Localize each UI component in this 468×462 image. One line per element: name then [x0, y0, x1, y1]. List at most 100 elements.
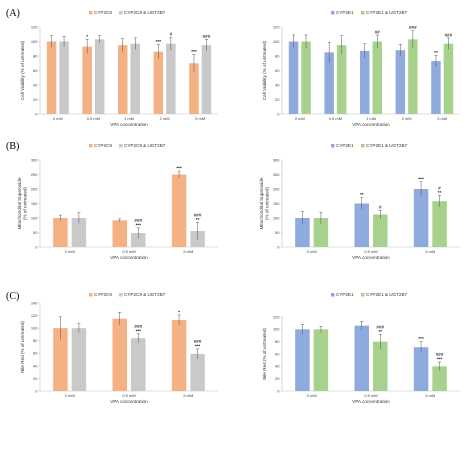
bar: [153, 51, 164, 114]
bar: [288, 41, 299, 114]
y-tick-label: 60: [33, 351, 38, 356]
bar: [53, 328, 68, 391]
significance-marker: ***: [136, 328, 142, 333]
y-tick-label: 40: [33, 363, 38, 368]
bar: [408, 39, 418, 115]
legend-swatch: [89, 293, 93, 297]
bar: [53, 218, 68, 247]
significance-marker: *: [86, 34, 88, 39]
legend-swatch: [331, 11, 335, 15]
legend-swatch: [331, 144, 335, 148]
y-tick-label: 0: [277, 244, 280, 249]
significance-marker: ###: [134, 324, 142, 329]
significance-marker: ***: [418, 336, 424, 341]
x-tick-label: 0.5 mM: [87, 116, 100, 121]
x-tick-label: 5 mM: [195, 116, 205, 121]
legend-label: CYP2C9: [94, 143, 112, 148]
legend-label: CYP2C9 & UGT2B7: [124, 10, 166, 15]
y-tick-label: 100: [31, 326, 38, 331]
legend-label: CYP2E1: [336, 292, 354, 297]
bar: [94, 39, 105, 115]
bar: [295, 329, 310, 391]
legend-swatch: [361, 144, 365, 148]
x-tick-label: 5 mM: [437, 116, 447, 121]
x-axis-title: VPA concentration: [352, 399, 390, 404]
significance-marker: ***: [136, 222, 142, 227]
y-tick-label: 60: [275, 351, 280, 356]
panel-letter: (B): [6, 141, 19, 152]
y-axis-title: Mitochondrial Superoxide: [17, 177, 22, 229]
legend-swatch: [119, 11, 123, 15]
bar: [431, 61, 441, 114]
y-tick-label: 60: [33, 68, 38, 73]
bar: [112, 220, 127, 247]
significance-marker: ###: [134, 218, 142, 223]
y-axis-title: (% of untreated): [23, 187, 28, 220]
y-tick-label: 120: [273, 24, 280, 29]
y-tick-label: 250: [273, 172, 280, 177]
y-tick-label: 80: [275, 53, 280, 58]
bar: [112, 318, 127, 391]
y-tick-label: 20: [275, 97, 280, 102]
legend-label: CYP2C9 & UGT2B7: [124, 292, 166, 297]
x-tick-label: 0.5 mM: [122, 249, 135, 254]
legend-swatch: [89, 11, 93, 15]
x-tick-label: 0.5 mM: [122, 393, 135, 398]
significance-marker: ###: [445, 32, 453, 37]
legend-label: CYP2E1 & UGT2B7: [366, 10, 408, 15]
bar: [82, 46, 92, 115]
bar: [131, 338, 146, 391]
bar: [131, 233, 146, 247]
bar: [201, 45, 212, 114]
y-tick-label: 120: [31, 24, 38, 29]
y-tick-label: 0: [35, 388, 38, 393]
y-axis-title: Mitochondrial Superoxide: [259, 177, 264, 229]
y-tick-label: 20: [33, 376, 38, 381]
bar: [373, 341, 388, 391]
significance-marker: ***: [437, 357, 443, 362]
legend-label: CYP2C9 & UGT2B7: [124, 143, 166, 148]
y-tick-label: 100: [31, 215, 38, 220]
x-tick-label: 0.5 mM: [364, 393, 377, 398]
y-tick-label: 100: [273, 327, 280, 332]
significance-marker: ***: [418, 176, 424, 181]
y-tick-label: 40: [275, 82, 280, 87]
y-tick-label: 300: [31, 157, 38, 162]
legend-swatch: [119, 293, 123, 297]
y-tick-label: 40: [275, 364, 280, 369]
significance-marker: #: [438, 185, 441, 190]
y-tick-label: 250: [31, 172, 38, 177]
y-tick-label: 200: [273, 186, 280, 191]
bar: [413, 347, 429, 391]
x-axis-title: VPA concentration: [110, 255, 148, 260]
bar: [189, 63, 199, 114]
significance-marker: ###: [194, 212, 202, 217]
y-tick-label: 40: [33, 82, 38, 87]
y-tick-label: 20: [275, 376, 280, 381]
significance-marker: #: [379, 205, 382, 210]
significance-marker: ##: [375, 29, 381, 34]
significance-marker: ***: [191, 49, 197, 54]
significance-marker: ***: [156, 39, 162, 44]
y-tick-label: 60: [275, 68, 280, 73]
y-tick-label: 100: [273, 39, 280, 44]
significance-marker: ###: [203, 34, 211, 39]
bar: [301, 41, 311, 114]
x-tick-label: 0 mM: [65, 393, 75, 398]
bar: [354, 203, 369, 247]
bar: [413, 189, 429, 247]
significance-marker: ***: [195, 343, 201, 348]
bar: [432, 201, 447, 247]
y-tick-label: 140: [31, 300, 38, 305]
x-tick-label: 0 mM: [65, 249, 75, 254]
y-tick-label: 120: [31, 313, 38, 318]
x-tick-label: 2 mM: [402, 116, 412, 121]
significance-marker: **: [378, 329, 382, 334]
x-tick-label: 0 mM: [307, 393, 317, 398]
bar: [372, 41, 382, 114]
x-tick-label: 1 mM: [124, 116, 134, 121]
y-axis-title: Nile Red (% of untreated): [20, 321, 25, 373]
x-axis-title: VPA concentration: [352, 255, 390, 260]
x-tick-label: 2 mM: [160, 116, 170, 121]
